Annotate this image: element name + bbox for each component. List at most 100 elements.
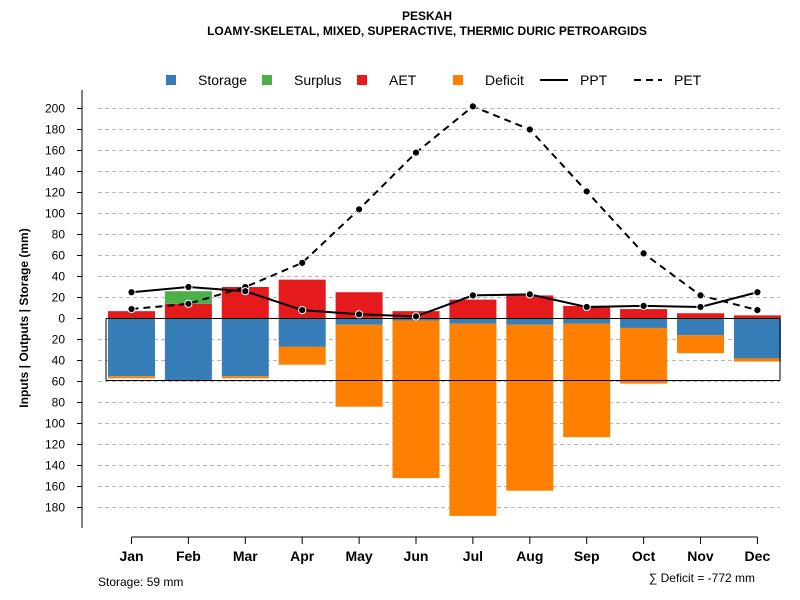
ppt-point bbox=[411, 312, 421, 321]
ppt-point bbox=[696, 302, 705, 312]
x-tick-label: Mar bbox=[233, 548, 258, 564]
pet-point bbox=[582, 187, 591, 196]
legend: Storage Surplus AET Deficit PPT PET bbox=[166, 72, 702, 88]
deficit-bar bbox=[620, 327, 668, 384]
y-tick-label: 180 bbox=[45, 123, 65, 137]
storage-bar bbox=[108, 318, 155, 377]
legend-label: Deficit bbox=[485, 72, 524, 88]
lines bbox=[127, 102, 762, 321]
x-tick-label: Jul bbox=[463, 548, 483, 564]
y-tick-label: 100 bbox=[45, 417, 65, 431]
pet-point bbox=[127, 304, 136, 314]
storage-bar bbox=[449, 318, 497, 324]
legend-swatch bbox=[262, 75, 272, 85]
deficit-total: ∑ Deficit = -772 mm bbox=[649, 571, 755, 585]
storage-bar bbox=[563, 318, 611, 324]
pet-point bbox=[355, 205, 364, 214]
ppt-line bbox=[131, 285, 758, 318]
deficit-bar bbox=[506, 324, 554, 491]
deficit-bar bbox=[108, 376, 155, 379]
storage-bar bbox=[164, 318, 212, 381]
y-tick-label: 20 bbox=[52, 291, 66, 305]
storage-bar bbox=[335, 318, 383, 325]
y-tick-label: 140 bbox=[45, 459, 65, 473]
surplus-bar bbox=[164, 291, 212, 304]
deficit-bar bbox=[221, 376, 269, 379]
storage-bar bbox=[221, 318, 269, 377]
y-tick-label: 200 bbox=[45, 102, 65, 116]
y-tick-label: 100 bbox=[45, 207, 65, 221]
pet-point bbox=[696, 291, 705, 300]
deficit-bar bbox=[335, 324, 383, 407]
y-tick-label: 60 bbox=[52, 375, 66, 389]
bars bbox=[105, 279, 781, 516]
legend-label: Surplus bbox=[294, 72, 341, 88]
legend-label: PPT bbox=[580, 72, 608, 88]
legend-item-pet: PET bbox=[634, 72, 702, 88]
chart-title: PESKAH bbox=[402, 9, 452, 23]
storage-bar bbox=[278, 318, 326, 347]
pet-point bbox=[298, 258, 307, 267]
storage-bar bbox=[506, 318, 554, 325]
pet-line bbox=[131, 105, 758, 312]
y-tick-label: 60 bbox=[52, 249, 66, 263]
deficit-bar bbox=[677, 335, 724, 354]
y-tick-label: 160 bbox=[45, 144, 65, 158]
ppt-point bbox=[468, 291, 477, 300]
deficit-bar bbox=[733, 358, 781, 362]
x-tick-label: Aug bbox=[516, 548, 543, 564]
aet-bar bbox=[620, 309, 668, 319]
x-tick-label: Dec bbox=[745, 548, 771, 564]
aet-bar bbox=[108, 311, 155, 319]
pet-point bbox=[411, 148, 421, 157]
pet-point bbox=[184, 299, 193, 308]
ppt-point bbox=[355, 310, 364, 319]
axes: 2001801601401201008060402002040608010012… bbox=[45, 90, 770, 564]
pet-point bbox=[753, 306, 762, 315]
aet-bar bbox=[563, 305, 611, 319]
aet-bar bbox=[164, 303, 212, 319]
pet-point bbox=[639, 249, 648, 258]
aet-bar bbox=[449, 299, 497, 319]
ppt-point bbox=[753, 288, 762, 297]
legend-label: AET bbox=[389, 72, 417, 88]
legend-item-aet: AET bbox=[357, 72, 417, 88]
deficit-bar bbox=[278, 346, 326, 365]
ppt-point bbox=[127, 288, 136, 297]
chart-subtitle: LOAMY-SKELETAL, MIXED, SUPERACTIVE, THER… bbox=[207, 24, 647, 38]
y-tick-label: 120 bbox=[45, 186, 65, 200]
storage-bar bbox=[677, 318, 724, 336]
ppt-point bbox=[241, 287, 250, 296]
legend-swatch bbox=[166, 75, 176, 85]
y-tick-label: 80 bbox=[52, 228, 66, 242]
x-tick-label: Feb bbox=[176, 548, 201, 564]
y-tick-label: 140 bbox=[45, 165, 65, 179]
y-tick-label: 40 bbox=[52, 354, 66, 368]
x-tick-label: Jan bbox=[119, 548, 143, 564]
storage-bar bbox=[733, 318, 781, 359]
x-tick-label: Sep bbox=[574, 548, 600, 564]
legend-item-ppt: PPT bbox=[540, 72, 608, 88]
legend-swatch bbox=[453, 75, 463, 85]
aet-bar bbox=[506, 295, 554, 319]
ppt-point bbox=[639, 301, 648, 310]
legend-item-surplus: Surplus bbox=[262, 72, 341, 88]
legend-label: PET bbox=[674, 72, 702, 88]
y-tick-label: 120 bbox=[45, 438, 65, 452]
y-tick-label: 40 bbox=[52, 270, 66, 284]
y-tick-label: 0 bbox=[58, 312, 65, 326]
x-tick-label: Oct bbox=[632, 548, 656, 564]
y-tick-label: 160 bbox=[45, 480, 65, 494]
y-tick-label: 20 bbox=[52, 333, 66, 347]
ppt-point bbox=[525, 290, 534, 299]
x-tick-label: Apr bbox=[290, 548, 315, 564]
storage-bar bbox=[620, 318, 668, 328]
legend-label: Storage bbox=[198, 72, 247, 88]
pet-point bbox=[525, 125, 534, 134]
storage-note: Storage: 59 mm bbox=[98, 575, 183, 589]
ppt-point bbox=[298, 306, 307, 315]
x-tick-label: Nov bbox=[687, 548, 714, 564]
aet-bar bbox=[677, 313, 724, 319]
deficit-bar bbox=[449, 323, 497, 516]
